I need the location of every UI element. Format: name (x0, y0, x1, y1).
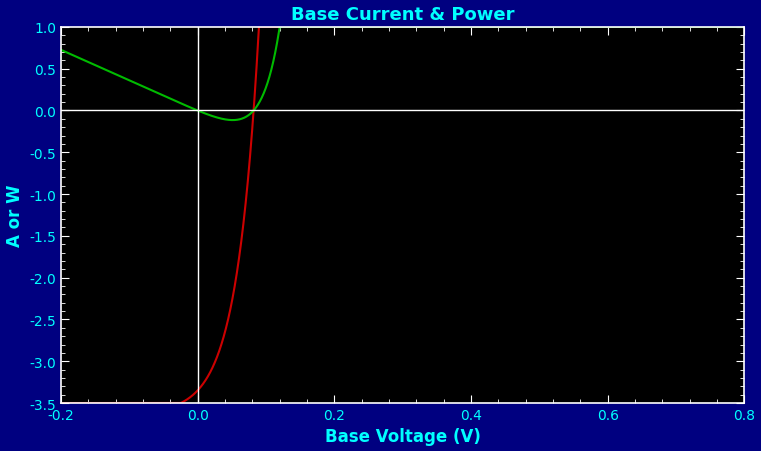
Title: Base Current & Power: Base Current & Power (291, 5, 514, 23)
Y-axis label: A or W: A or W (5, 184, 24, 247)
X-axis label: Base Voltage (V): Base Voltage (V) (325, 428, 481, 446)
